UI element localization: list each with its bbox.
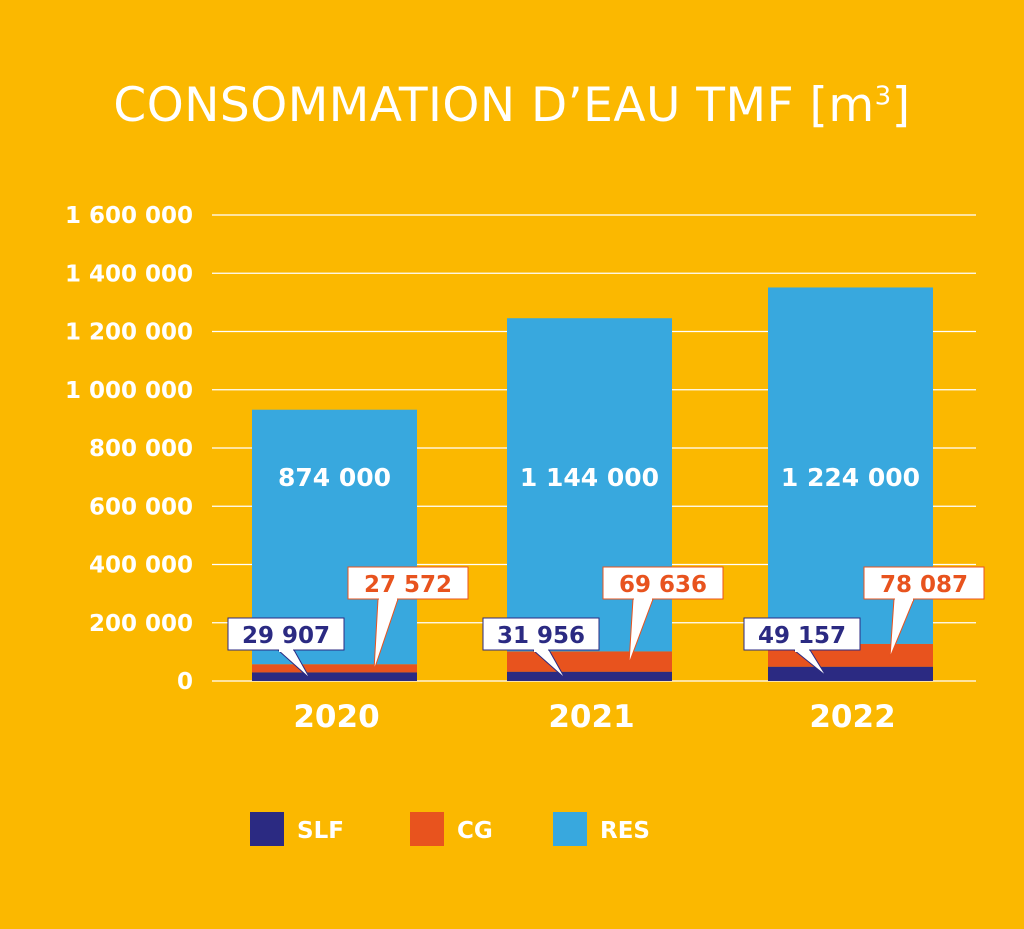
callout-joint-slf bbox=[534, 648, 548, 652]
y-tick-label: 1 600 000 bbox=[65, 203, 193, 229]
callout-joint-cg bbox=[895, 597, 913, 601]
y-tick-label: 800 000 bbox=[89, 436, 193, 462]
chart-title-superscript: 3 bbox=[874, 81, 892, 112]
y-tick-label: 1 400 000 bbox=[65, 261, 193, 287]
bar-slf bbox=[507, 671, 672, 681]
y-tick-label: 600 000 bbox=[89, 494, 193, 520]
callout-joint-cg bbox=[634, 597, 652, 601]
data-label-cg: 27 572 bbox=[364, 572, 452, 598]
legend-swatch-res bbox=[553, 812, 587, 846]
chart-title-text: CONSOMMATION D’EAU TMF [m bbox=[113, 78, 875, 133]
bar-cg bbox=[507, 651, 672, 672]
callout-joint-slf bbox=[279, 648, 293, 652]
y-tick-label: 1 000 000 bbox=[65, 378, 193, 404]
x-tick-label: 2020 bbox=[293, 699, 379, 735]
data-label-slf: 29 907 bbox=[242, 623, 330, 649]
y-axis-tick-labels: 0 200 000 400 000 600 000 800 000 1 000 000 1 … bbox=[65, 203, 193, 695]
callout-joint-cg bbox=[379, 597, 397, 601]
data-label-res: 1 224 000 bbox=[781, 463, 920, 492]
legend-label-res: RES bbox=[600, 818, 650, 844]
legend-label-slf: SLF bbox=[297, 818, 344, 844]
callout-box-cg bbox=[863, 566, 985, 600]
y-tick-label: 0 bbox=[177, 669, 193, 695]
y-tick-label: 200 000 bbox=[89, 611, 193, 637]
callout-box-slf bbox=[482, 617, 600, 651]
bar-slf bbox=[768, 666, 933, 681]
data-label-res: 1 144 000 bbox=[520, 463, 659, 492]
callout-joint-slf bbox=[795, 648, 809, 652]
legend: SLF CG RES bbox=[250, 812, 650, 846]
y-tick-label: 1 200 000 bbox=[65, 320, 193, 346]
data-label-callouts: 29 907 27 572 31 956 69 636 49 157 78 087 bbox=[227, 566, 985, 680]
legend-label-cg: CG bbox=[457, 818, 493, 844]
y-tick-label: 400 000 bbox=[89, 553, 193, 579]
x-axis-tick-labels: 2020 2021 2022 bbox=[293, 699, 895, 735]
legend-swatch-cg bbox=[410, 812, 444, 846]
callout-box-cg bbox=[602, 566, 724, 600]
bar-slf bbox=[252, 672, 417, 681]
x-tick-label: 2021 bbox=[548, 699, 634, 735]
chart-title-suffix: ] bbox=[891, 78, 911, 133]
x-tick-label: 2022 bbox=[809, 699, 895, 735]
data-label-cg: 78 087 bbox=[880, 572, 968, 598]
chart-title: CONSOMMATION D’EAU TMF [m3] bbox=[0, 78, 1024, 133]
data-label-cg: 69 636 bbox=[619, 572, 707, 598]
callout-box-cg bbox=[347, 566, 469, 600]
legend-swatch-slf bbox=[250, 812, 284, 846]
data-label-slf: 31 956 bbox=[497, 623, 585, 649]
bar-cg bbox=[252, 664, 417, 673]
data-label-slf: 49 157 bbox=[758, 623, 846, 649]
data-label-res: 874 000 bbox=[278, 463, 391, 492]
